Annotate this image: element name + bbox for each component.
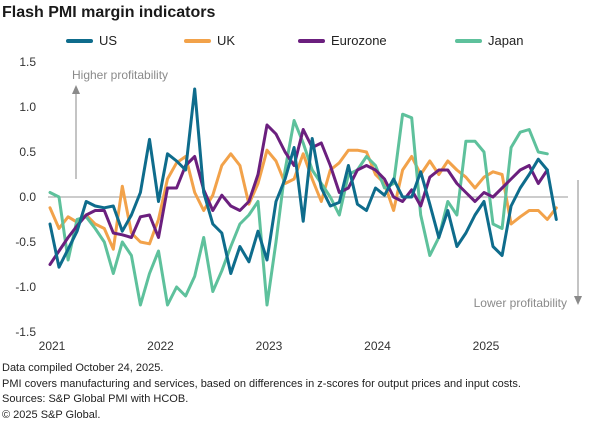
footnote-sources: Sources: S&P Global PMI with HCOB. xyxy=(2,393,189,405)
legend-item-japan: Japan xyxy=(455,33,523,48)
x-axis-ticks: 2021 2022 2023 2024 2025 xyxy=(39,339,500,353)
annotation-lower-profitability: Lower profitability xyxy=(474,296,567,310)
y-tick-label: 0.0 xyxy=(19,190,36,204)
legend-swatch-us xyxy=(66,38,93,43)
x-tick-label: 2025 xyxy=(473,339,500,353)
series-line-us xyxy=(48,87,558,275)
footnotes: Data compiled October 24, 2025. PMI cove… xyxy=(2,361,521,423)
legend-item-uk: UK xyxy=(184,33,235,48)
arrow-down-icon xyxy=(574,296,582,305)
y-tick-label: -1.5 xyxy=(15,325,36,339)
series-lines xyxy=(48,87,558,307)
arrow-up-icon xyxy=(72,85,80,94)
series-line-japan xyxy=(48,112,549,307)
legend-swatch-uk xyxy=(184,38,211,43)
x-tick-label: 2024 xyxy=(364,339,391,353)
profitability-annotations: Higher profitability Lower profitability xyxy=(72,68,582,310)
x-tick-label: 2021 xyxy=(39,339,66,353)
y-tick-label: 0.5 xyxy=(19,145,36,159)
legend-label-us: US xyxy=(99,33,118,48)
series-line-eurozone xyxy=(48,123,549,266)
legend-item-us: US xyxy=(66,33,117,48)
legend-label-uk: UK xyxy=(217,33,236,48)
footnote-data-compiled: Data compiled October 24, 2025. xyxy=(2,362,164,374)
y-axis-ticks: 1.5 1.0 0.5 0.0 -0.5 -1.0 -1.5 xyxy=(15,55,36,339)
y-tick-label: 1.0 xyxy=(19,100,36,114)
legend-swatch-japan xyxy=(455,38,482,43)
legend-swatch-eurozone xyxy=(298,38,325,43)
annotation-higher-profitability: Higher profitability xyxy=(72,68,168,82)
legend-label-japan: Japan xyxy=(488,33,524,48)
x-tick-label: 2022 xyxy=(147,339,174,353)
footnote-methodology: PMI covers manufacturing and services, b… xyxy=(2,377,521,390)
line-chart: 1.51.00.50.0-0.5-1.0-1.5 2021 2022 2023 202… xyxy=(15,55,582,353)
y-tick-label: -1.0 xyxy=(15,280,36,294)
legend-item-eurozone: Eurozone xyxy=(298,33,387,48)
x-tick-label: 2023 xyxy=(256,339,283,353)
chart-legend: US UK Eurozone Japan xyxy=(62,33,562,51)
chart-title: Flash PMI margin indicators xyxy=(2,4,216,21)
footnote-copyright: © 2025 S&P Global. xyxy=(2,408,101,421)
y-tick-label: 1.5 xyxy=(19,55,36,69)
legend-label-eurozone: Eurozone xyxy=(331,33,387,48)
series-line-uk xyxy=(48,148,558,251)
y-tick-label: -0.5 xyxy=(15,235,36,249)
